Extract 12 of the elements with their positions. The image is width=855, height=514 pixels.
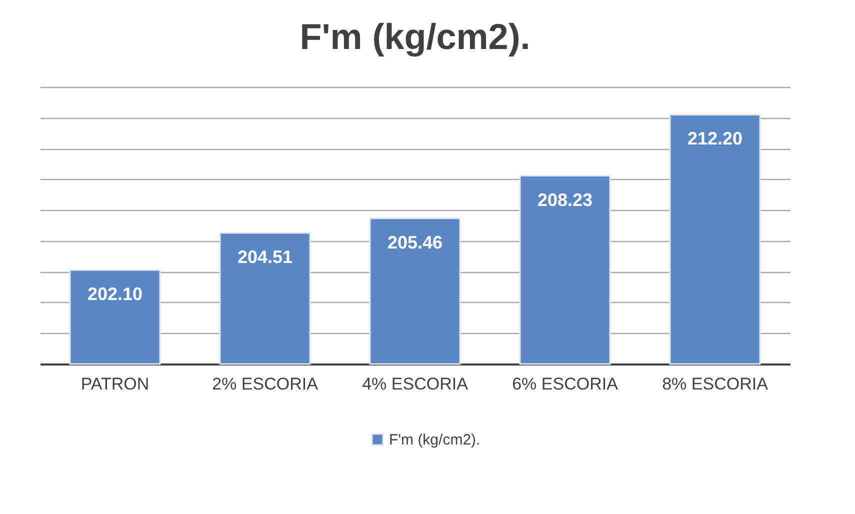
x-tick-label: PATRON (80, 374, 150, 394)
x-tick-label: 8% ESCORIA (662, 374, 769, 394)
legend-label: F'm (kg/cm2). (389, 432, 480, 448)
x-tick-label: 4% ESCORIA (362, 374, 469, 394)
x-tick-label: 6% ESCORIA (512, 374, 619, 394)
data-label: 205.46 (387, 232, 443, 252)
chart-title: F'm (kg/cm2). (300, 16, 530, 57)
data-label: 212.20 (687, 128, 743, 149)
x-tick-label: 2% ESCORIA (212, 374, 319, 394)
data-label: 208.23 (537, 190, 593, 210)
data-label: 202.10 (87, 284, 143, 304)
data-label: 204.51 (237, 247, 293, 268)
